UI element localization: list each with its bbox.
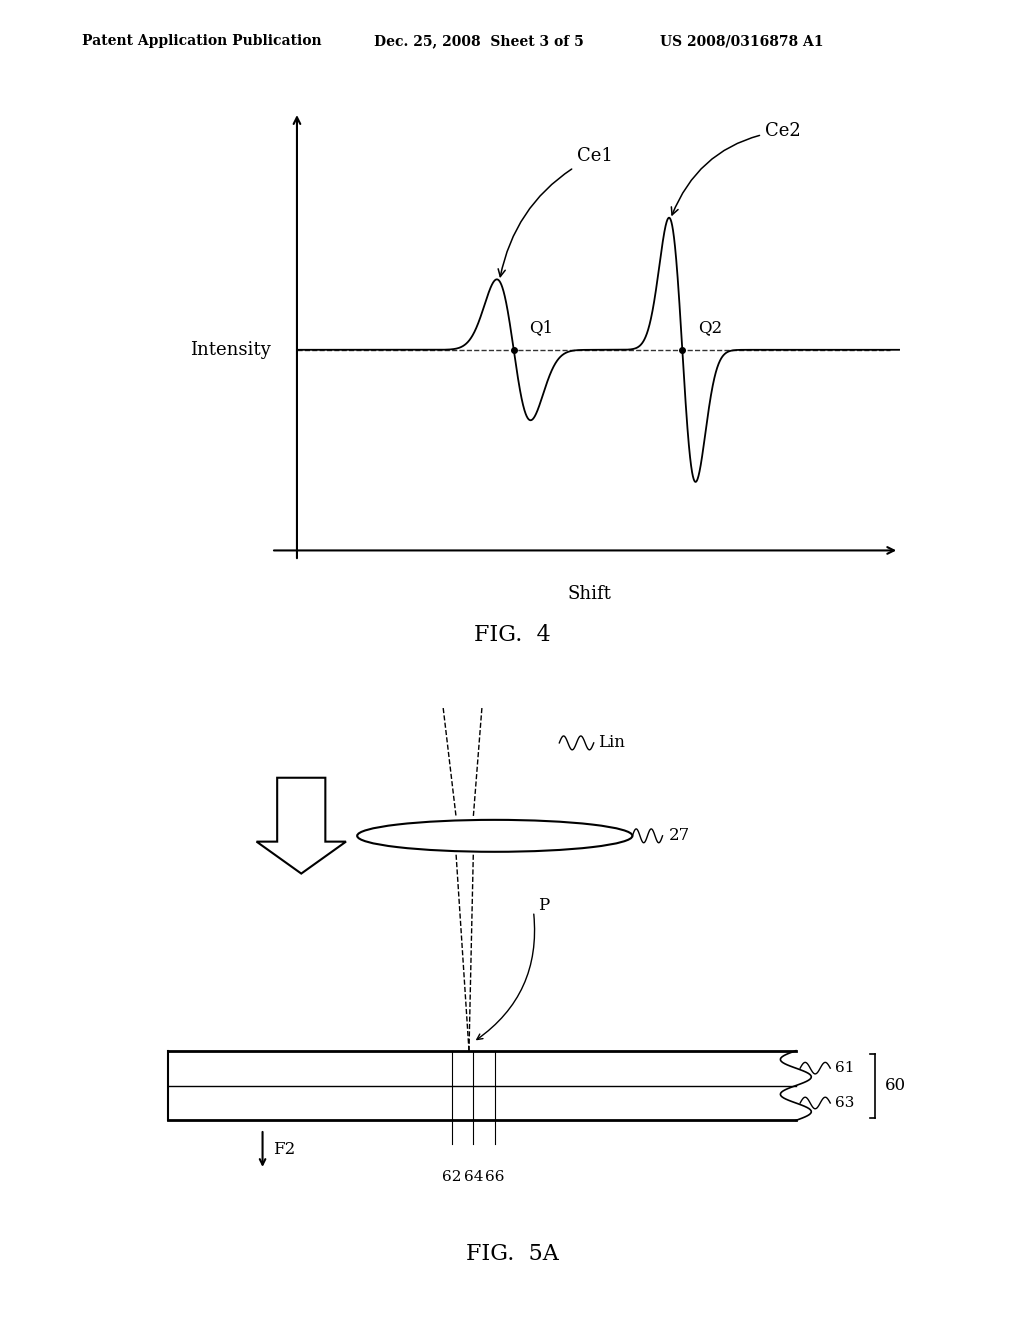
Text: Q2: Q2 bbox=[697, 319, 722, 337]
Text: 60: 60 bbox=[886, 1077, 906, 1094]
Text: Shift: Shift bbox=[567, 585, 611, 603]
Text: Lin: Lin bbox=[598, 734, 625, 751]
Text: FIG.  5A: FIG. 5A bbox=[466, 1243, 558, 1266]
Text: F2: F2 bbox=[272, 1140, 295, 1158]
Text: 63: 63 bbox=[835, 1096, 854, 1110]
Text: 62: 62 bbox=[442, 1170, 462, 1184]
Text: Intensity: Intensity bbox=[190, 341, 271, 359]
Text: 61: 61 bbox=[835, 1061, 854, 1076]
Text: Ce2: Ce2 bbox=[672, 121, 801, 215]
Text: 64: 64 bbox=[464, 1170, 483, 1184]
Text: 66: 66 bbox=[485, 1170, 505, 1184]
Text: Ce1: Ce1 bbox=[498, 147, 612, 277]
Text: 27: 27 bbox=[669, 828, 690, 845]
Text: US 2008/0316878 A1: US 2008/0316878 A1 bbox=[660, 34, 824, 49]
Text: Patent Application Publication: Patent Application Publication bbox=[82, 34, 322, 49]
Text: Dec. 25, 2008  Sheet 3 of 5: Dec. 25, 2008 Sheet 3 of 5 bbox=[374, 34, 584, 49]
Text: P: P bbox=[538, 898, 549, 913]
Text: Q1: Q1 bbox=[529, 319, 553, 337]
Polygon shape bbox=[257, 777, 346, 874]
Text: FIG.  4: FIG. 4 bbox=[474, 624, 550, 647]
